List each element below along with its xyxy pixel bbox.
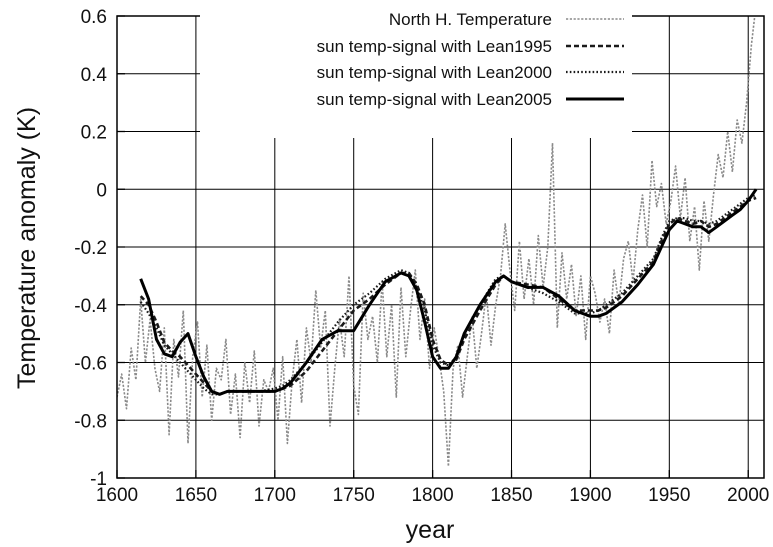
legend-label: sun temp-signal with Lean1995: [317, 37, 552, 56]
y-tick-label: -0.8: [74, 411, 107, 432]
y-axis-title: Temperature anomaly (K): [13, 107, 41, 389]
legend: North H. Temperature sun temp-signal with…: [200, 2, 632, 138]
x-tick-label: 2000: [727, 485, 769, 506]
x-tick-label: 1650: [175, 485, 217, 506]
y-tick-label: 0.4: [81, 65, 108, 86]
y-tick-label: -1: [90, 469, 107, 490]
data-series: [117, 16, 758, 468]
legend-background: [200, 2, 632, 138]
legend-label: sun temp-signal with Lean2000: [317, 63, 552, 82]
y-tick-label: 0.2: [81, 123, 107, 144]
y-tick-label: 0.6: [81, 7, 107, 28]
y-tick-label: -0.6: [74, 354, 107, 375]
x-tick-label: 1900: [569, 485, 611, 506]
legend-label: sun temp-signal with Lean2005: [317, 90, 552, 109]
x-tick-label: 1750: [333, 485, 375, 506]
legend-label: North H. Temperature: [389, 10, 552, 29]
y-tick-label: -0.4: [74, 296, 107, 317]
x-tick-label: 1800: [411, 485, 453, 506]
x-axis-title: year: [406, 516, 455, 544]
y-tick-label: -0.2: [74, 238, 107, 259]
x-tick-label: 1600: [96, 485, 138, 506]
x-tick-label: 1850: [490, 485, 532, 506]
x-tick-label: 1700: [254, 485, 296, 506]
series-line-4: [139, 188, 758, 396]
axis-ticks: 1600 1650 1700 1750 1800 1850 1900 1950 2000 -1 -0…: [74, 7, 769, 506]
x-tick-label: 1950: [648, 485, 690, 506]
series-line-1: [117, 16, 756, 468]
y-tick-label: 0: [96, 180, 107, 201]
